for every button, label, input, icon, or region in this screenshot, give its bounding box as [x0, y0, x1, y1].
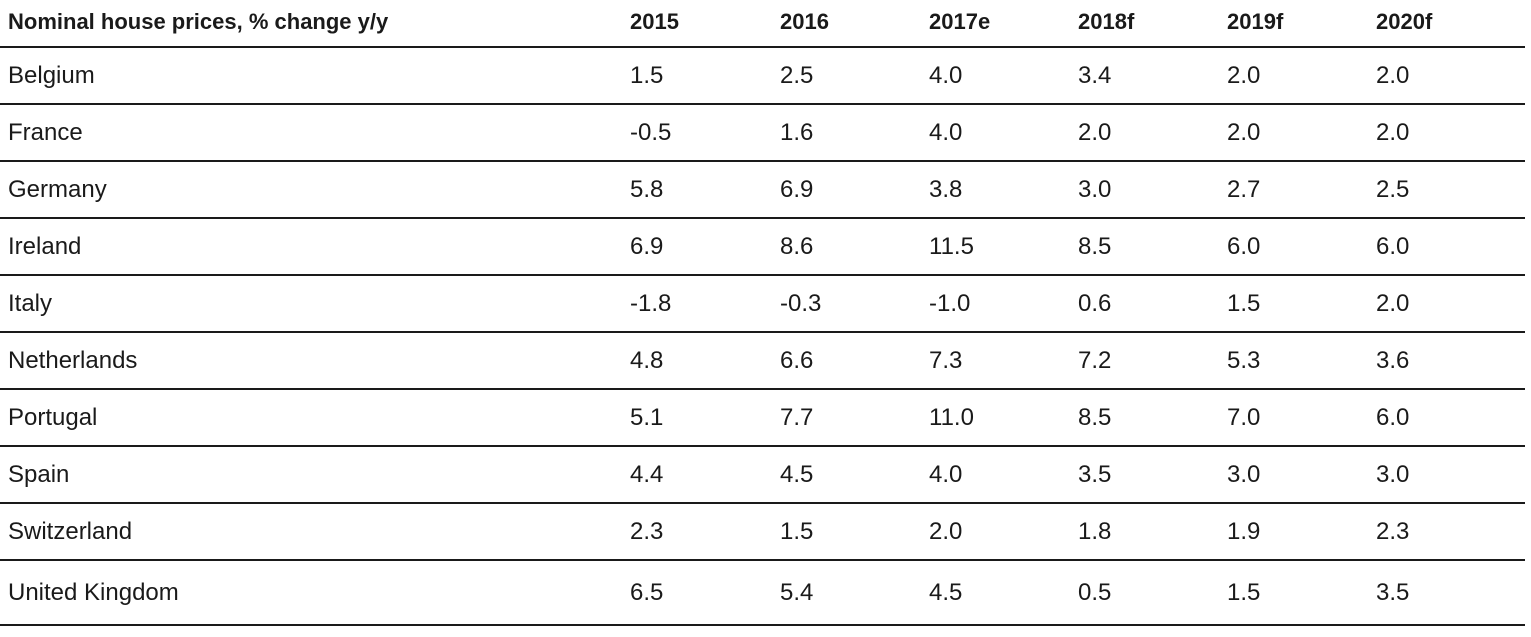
country-cell: Netherlands: [8, 346, 138, 374]
value-cell: 2.0: [1227, 61, 1261, 89]
value-cell: 3.4: [1078, 61, 1112, 89]
value-cell: 6.9: [630, 232, 664, 260]
value-cell: 1.9: [1227, 517, 1261, 545]
value-cell: 6.5: [630, 578, 664, 606]
country-cell: Spain: [8, 460, 70, 488]
value-cell: -0.3: [780, 289, 822, 317]
value-cell: 3.8: [929, 175, 963, 203]
value-cell: 4.0: [929, 61, 963, 89]
country-cell: Italy: [8, 289, 53, 317]
value-cell: 2.0: [1376, 289, 1410, 317]
value-cell: 4.5: [780, 460, 814, 488]
value-cell: 5.1: [630, 403, 664, 431]
value-cell: 8.6: [780, 232, 814, 260]
header-year-2017e: 2017e: [929, 9, 991, 34]
value-cell: 3.5: [1078, 460, 1112, 488]
value-cell: 7.3: [929, 346, 963, 374]
value-cell: 5.8: [630, 175, 664, 203]
value-cell: 2.0: [1376, 61, 1410, 89]
value-cell: -1.0: [929, 289, 971, 317]
value-cell: 11.0: [929, 403, 974, 431]
country-cell: Germany: [8, 175, 107, 203]
value-cell: 2.7: [1227, 175, 1261, 203]
value-cell: -0.5: [630, 118, 672, 146]
table-row: Portugal 5.1 7.7 11.0 8.5 7.0 6.0: [0, 390, 1525, 447]
value-cell: 6.0: [1376, 232, 1410, 260]
table-row: United Kingdom 6.5 5.4 4.5 0.5 1.5 3.5: [0, 561, 1525, 626]
table-row: Italy -1.8 -0.3 -1.0 0.6 1.5 2.0: [0, 276, 1525, 333]
value-cell: 8.5: [1078, 403, 1112, 431]
header-title: Nominal house prices, % change y/y: [8, 9, 389, 34]
table-row: Netherlands 4.8 6.6 7.3 7.2 5.3 3.6: [0, 333, 1525, 390]
table-row: Ireland 6.9 8.6 11.5 8.5 6.0 6.0: [0, 219, 1525, 276]
value-cell: 5.3: [1227, 346, 1261, 374]
table-row: Belgium 1.5 2.5 4.0 3.4 2.0 2.0: [0, 48, 1525, 105]
value-cell: 3.0: [1376, 460, 1410, 488]
header-year-2019f: 2019f: [1227, 9, 1284, 34]
value-cell: 1.5: [1227, 578, 1261, 606]
country-cell: Belgium: [8, 61, 95, 89]
value-cell: 3.5: [1376, 578, 1410, 606]
value-cell: 1.5: [780, 517, 814, 545]
table-row: Switzerland 2.3 1.5 2.0 1.8 1.9 2.3: [0, 504, 1525, 561]
country-cell: Portugal: [8, 403, 98, 431]
value-cell: 3.6: [1376, 346, 1410, 374]
country-cell: France: [8, 118, 83, 146]
value-cell: 1.5: [630, 61, 664, 89]
value-cell: 0.5: [1078, 578, 1112, 606]
value-cell: 4.0: [929, 118, 963, 146]
country-cell: Ireland: [8, 232, 82, 260]
value-cell: 2.0: [1078, 118, 1112, 146]
table-row: Spain 4.4 4.5 4.0 3.5 3.0 3.0: [0, 447, 1525, 504]
value-cell: 1.6: [780, 118, 814, 146]
value-cell: 2.3: [1376, 517, 1410, 545]
value-cell: 4.8: [630, 346, 664, 374]
value-cell: 3.0: [1078, 175, 1112, 203]
value-cell: 4.4: [630, 460, 664, 488]
value-cell: 6.0: [1227, 232, 1261, 260]
header-year-2016: 2016: [780, 9, 829, 34]
value-cell: 1.5: [1227, 289, 1261, 317]
value-cell: 6.0: [1376, 403, 1410, 431]
value-cell: 4.5: [929, 578, 963, 606]
value-cell: 2.0: [929, 517, 963, 545]
value-cell: 3.0: [1227, 460, 1261, 488]
value-cell: 2.0: [1376, 118, 1410, 146]
value-cell: 4.0: [929, 460, 963, 488]
house-prices-table: Nominal house prices, % change y/y 2015 …: [0, 0, 1525, 626]
value-cell: 1.8: [1078, 517, 1112, 545]
value-cell: 7.0: [1227, 403, 1261, 431]
value-cell: 2.5: [1376, 175, 1410, 203]
value-cell: 8.5: [1078, 232, 1112, 260]
header-year-2015: 2015: [630, 9, 679, 34]
value-cell: 5.4: [780, 578, 814, 606]
country-cell: United Kingdom: [8, 578, 179, 606]
header-year-2018f: 2018f: [1078, 9, 1135, 34]
value-cell: 2.0: [1227, 118, 1261, 146]
value-cell: 7.2: [1078, 346, 1112, 374]
value-cell: 6.9: [780, 175, 814, 203]
value-cell: 0.6: [1078, 289, 1112, 317]
header-year-2020f: 2020f: [1376, 9, 1433, 34]
table-row: Germany 5.8 6.9 3.8 3.0 2.7 2.5: [0, 162, 1525, 219]
value-cell: 11.5: [929, 232, 974, 260]
value-cell: 7.7: [780, 403, 814, 431]
value-cell: -1.8: [630, 289, 672, 317]
value-cell: 2.5: [780, 61, 814, 89]
country-cell: Switzerland: [8, 517, 133, 545]
value-cell: 6.6: [780, 346, 814, 374]
value-cell: 2.3: [630, 517, 664, 545]
table-header-row: Nominal house prices, % change y/y 2015 …: [0, 0, 1525, 48]
table-row: France -0.5 1.6 4.0 2.0 2.0 2.0: [0, 105, 1525, 162]
